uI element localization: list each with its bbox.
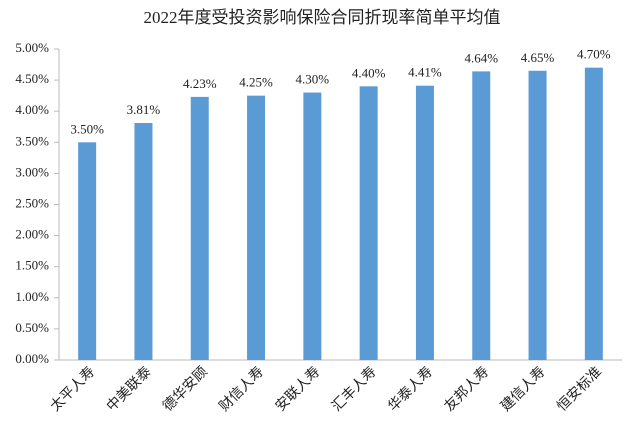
bar	[78, 142, 97, 360]
data-label: 3.50%	[70, 121, 104, 136]
bar	[359, 86, 378, 360]
y-tick-label: 4.50%	[15, 71, 49, 86]
data-label: 4.41%	[408, 65, 442, 80]
data-label: 4.65%	[521, 50, 555, 65]
chart-title: 2022年度受投资影响保险合同折现率简单平均值	[144, 8, 501, 27]
y-tick-label: 1.00%	[15, 289, 49, 304]
bar	[190, 96, 209, 361]
data-label: 4.23%	[183, 76, 217, 91]
data-label: 4.25%	[239, 75, 273, 90]
bar	[528, 70, 547, 361]
y-tick-label: 0.50%	[15, 320, 49, 335]
data-label: 4.30%	[296, 72, 330, 87]
y-tick-label: 3.50%	[15, 133, 49, 148]
y-tick-label: 3.00%	[15, 164, 49, 179]
bar	[415, 85, 434, 360]
y-tick-label: 4.00%	[15, 102, 49, 117]
y-tick-label: 2.50%	[15, 195, 49, 210]
data-label: 4.64%	[464, 50, 498, 65]
data-label: 4.40%	[352, 65, 386, 80]
y-tick-label: 5.00%	[15, 40, 49, 55]
bar	[584, 67, 603, 360]
data-label: 3.81%	[127, 102, 161, 117]
bar	[303, 92, 322, 360]
data-label: 4.70%	[577, 47, 611, 62]
bar	[472, 71, 491, 360]
y-tick-label: 1.50%	[15, 258, 49, 273]
bar	[134, 123, 153, 360]
y-tick-label: 2.00%	[15, 227, 49, 242]
y-tick-label: 0.00%	[15, 351, 49, 366]
bar	[247, 95, 266, 361]
